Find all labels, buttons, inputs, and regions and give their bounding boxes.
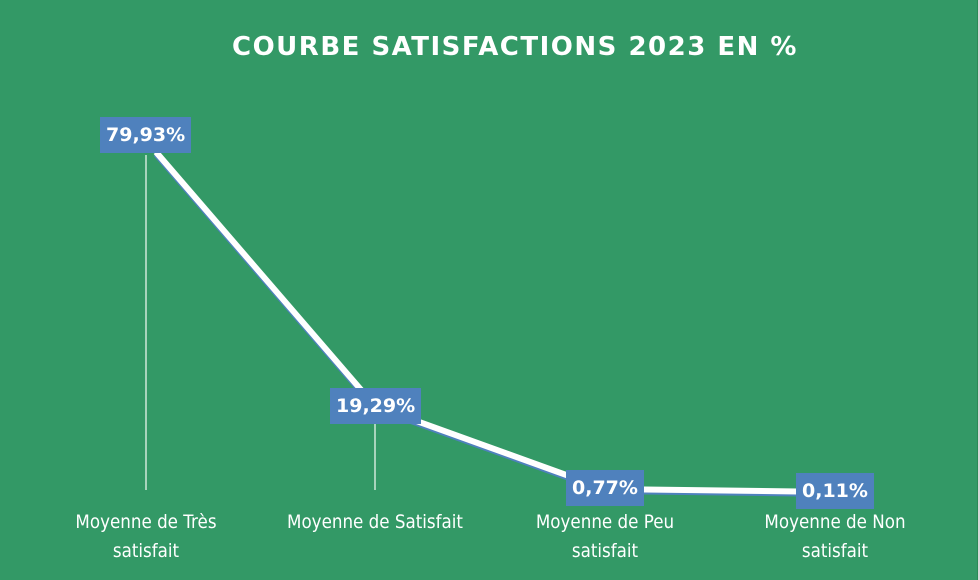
category-label-4: Moyenne de Non satisfait: [764, 511, 906, 562]
data-label-4: 0,11%: [796, 473, 874, 509]
category-label-3: Moyenne de Peu satisfait: [535, 511, 675, 562]
chart-title: COURBE SATISFACTIONS 2023 EN %: [232, 32, 798, 62]
category-label-2: Moyenne de Satisfait: [287, 511, 463, 533]
category-label-1: Moyenne de Très satisfait: [75, 511, 217, 562]
data-label-3: 0,77%: [566, 470, 644, 506]
data-label-2: 19,29%: [330, 388, 422, 424]
data-line: [153, 150, 836, 495]
data-label-1: 79,93%: [100, 117, 192, 153]
